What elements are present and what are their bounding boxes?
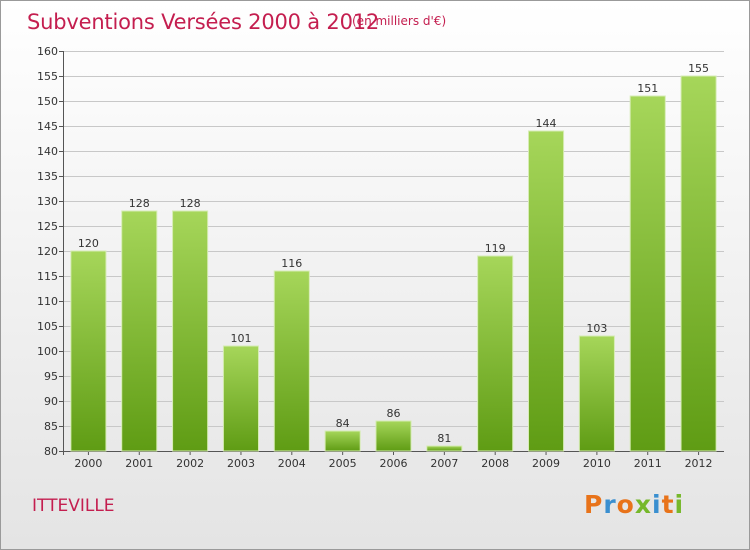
bar xyxy=(375,420,412,452)
bar xyxy=(578,335,615,452)
data-label: 128 xyxy=(180,197,201,210)
bar xyxy=(222,345,260,452)
bar xyxy=(70,250,107,452)
logo-letter: i xyxy=(652,490,662,519)
x-tick-label: 2001 xyxy=(125,457,153,470)
x-tick-label: 2012 xyxy=(685,457,713,470)
logo-letter: o xyxy=(616,490,635,519)
logo-letter: P xyxy=(584,490,604,519)
commune-name: ITTEVILLE xyxy=(32,496,115,516)
bar xyxy=(121,210,158,452)
x-tick-label: 2000 xyxy=(74,457,102,470)
y-tick-label: 145 xyxy=(37,120,58,133)
x-tick-label: 2002 xyxy=(176,457,204,470)
x-tick-label: 2008 xyxy=(481,457,509,470)
proxiti-logo[interactable]: Proxiti xyxy=(584,490,684,519)
x-tick-label: 2010 xyxy=(583,457,611,470)
logo-letter: x xyxy=(634,490,652,519)
data-label: 128 xyxy=(129,197,150,210)
chart-subtitle: (en milliers d'€) xyxy=(352,14,447,28)
bar xyxy=(273,270,310,452)
data-label: 86 xyxy=(387,407,401,420)
y-tick-label: 80 xyxy=(44,445,58,458)
x-tick-label: 2006 xyxy=(380,457,408,470)
data-label: 103 xyxy=(586,322,607,335)
y-tick-label: 140 xyxy=(37,145,58,158)
y-tick-label: 115 xyxy=(37,270,58,283)
y-tick-label: 130 xyxy=(37,195,58,208)
x-tick-label: 2003 xyxy=(227,457,255,470)
data-label: 101 xyxy=(230,332,251,345)
data-label: 151 xyxy=(637,82,658,95)
y-tick-label: 105 xyxy=(37,320,58,333)
chart-title: Subventions Versées 2000 à 2012 xyxy=(27,10,380,34)
y-tick-label: 90 xyxy=(44,395,58,408)
grid-lines xyxy=(63,51,724,452)
data-label: 155 xyxy=(688,62,709,75)
data-labels: 120 128 128 101 116 84 86 81 119 144 103 151 155 xyxy=(78,62,709,445)
logo-letter: r xyxy=(603,490,617,519)
data-label: 116 xyxy=(281,257,302,270)
x-tick-label: 2011 xyxy=(634,457,662,470)
y-tick-label: 155 xyxy=(37,70,58,83)
bar xyxy=(629,95,666,452)
logo-letter: i xyxy=(674,490,685,519)
x-tick-label: 2009 xyxy=(532,457,560,470)
bar xyxy=(426,445,463,452)
y-tick-label: 120 xyxy=(37,245,58,258)
bar xyxy=(324,430,361,452)
y-tick-label: 95 xyxy=(44,370,58,383)
x-tick-label: 2004 xyxy=(278,457,306,470)
logo-letter: t xyxy=(661,490,675,519)
y-tick-label: 100 xyxy=(37,345,58,358)
data-label: 119 xyxy=(485,242,506,255)
bar xyxy=(477,255,514,452)
x-tick-label: 2005 xyxy=(329,457,357,470)
bars xyxy=(70,75,717,452)
y-tick-label: 110 xyxy=(37,295,58,308)
bar xyxy=(172,210,209,452)
data-label: 144 xyxy=(536,117,557,130)
x-tick-label: 2007 xyxy=(430,457,458,470)
y-tick-label: 135 xyxy=(37,170,58,183)
bar xyxy=(527,130,565,452)
data-label: 120 xyxy=(78,237,99,250)
y-tick-label: 150 xyxy=(37,95,58,108)
bar xyxy=(680,75,717,452)
y-tick-label: 125 xyxy=(37,220,58,233)
data-label: 84 xyxy=(336,417,350,430)
data-label: 81 xyxy=(437,432,451,445)
y-tick-label: 85 xyxy=(44,420,58,433)
y-tick-label: 160 xyxy=(37,45,58,58)
